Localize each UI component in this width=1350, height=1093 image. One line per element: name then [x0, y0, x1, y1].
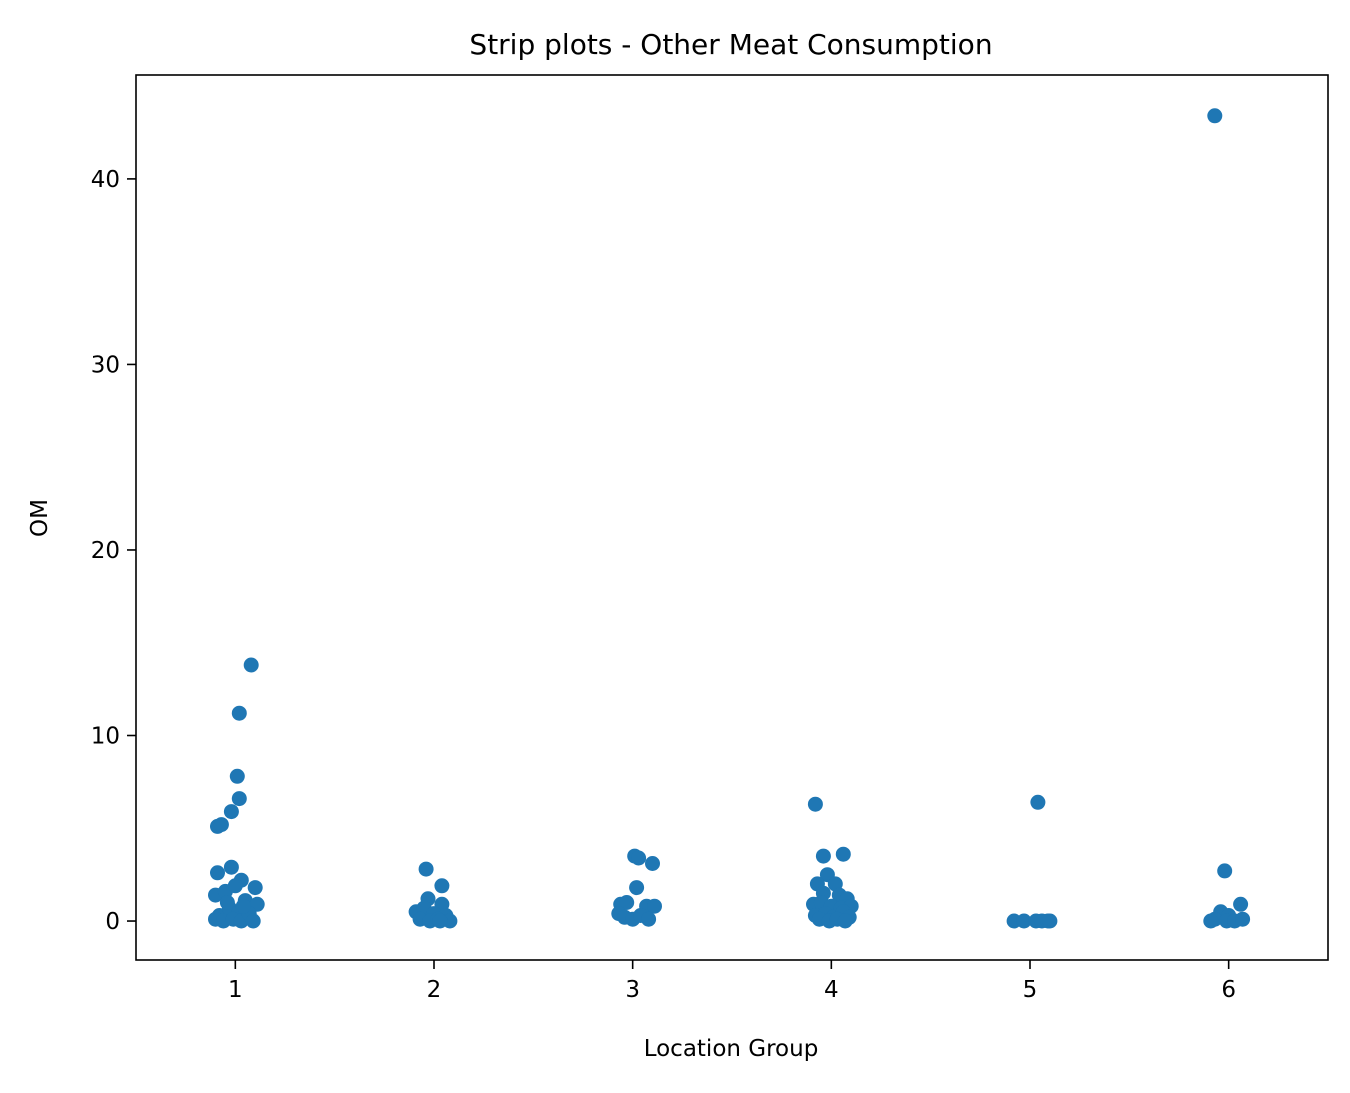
- x-tick-label: 3: [625, 977, 640, 1003]
- y-tick-label: 0: [105, 909, 120, 935]
- x-tick-label: 5: [1023, 977, 1038, 1003]
- data-point: [837, 913, 853, 929]
- x-tick-label: 4: [824, 977, 839, 1003]
- data-point: [815, 848, 831, 864]
- x-axis-ticks: 1 2 3 4 5 6: [228, 960, 1236, 1003]
- data-point: [1016, 913, 1032, 929]
- data-points: [208, 108, 1251, 929]
- y-tick-label: 20: [91, 538, 120, 564]
- chart-title: Strip plots - Other Meat Consumption: [469, 28, 992, 61]
- data-point: [219, 895, 235, 910]
- plot-area-frame: [135, 74, 1329, 961]
- data-point: [245, 913, 261, 929]
- data-point: [432, 913, 448, 929]
- data-point: [1207, 108, 1223, 124]
- data-point: [231, 791, 247, 807]
- data-point: [1030, 794, 1046, 810]
- data-point: [235, 898, 251, 914]
- data-point: [210, 865, 225, 881]
- data-point: [227, 878, 243, 894]
- data-point: [807, 796, 823, 812]
- data-point: [631, 850, 647, 866]
- y-tick-label: 30: [91, 352, 120, 378]
- data-point: [835, 846, 851, 862]
- y-axis-ticks: 0 10 20 30 40: [91, 167, 136, 935]
- data-point: [629, 880, 645, 896]
- y-tick-label: 40: [91, 167, 120, 193]
- y-tick-label: 10: [91, 724, 120, 750]
- data-point: [223, 804, 239, 820]
- x-tick-label: 6: [1221, 977, 1236, 1003]
- data-point: [1203, 913, 1219, 929]
- y-axis-label: OM: [27, 499, 53, 537]
- data-point: [247, 880, 263, 896]
- data-point: [434, 878, 450, 894]
- data-point: [619, 895, 635, 910]
- data-point: [231, 705, 247, 721]
- data-point: [418, 861, 434, 877]
- data-point: [645, 856, 660, 871]
- data-point: [1233, 896, 1249, 912]
- x-axis-label: Location Group: [644, 1036, 819, 1062]
- x-tick-label: 2: [427, 977, 442, 1003]
- x-tick-label: 1: [228, 977, 243, 1003]
- data-point: [1235, 911, 1251, 927]
- data-point: [229, 768, 245, 784]
- data-point: [647, 898, 662, 914]
- data-point: [1042, 913, 1058, 929]
- data-point: [641, 911, 657, 927]
- data-point: [1217, 863, 1233, 879]
- data-point: [223, 859, 239, 875]
- data-point: [213, 817, 229, 833]
- data-point: [243, 657, 259, 673]
